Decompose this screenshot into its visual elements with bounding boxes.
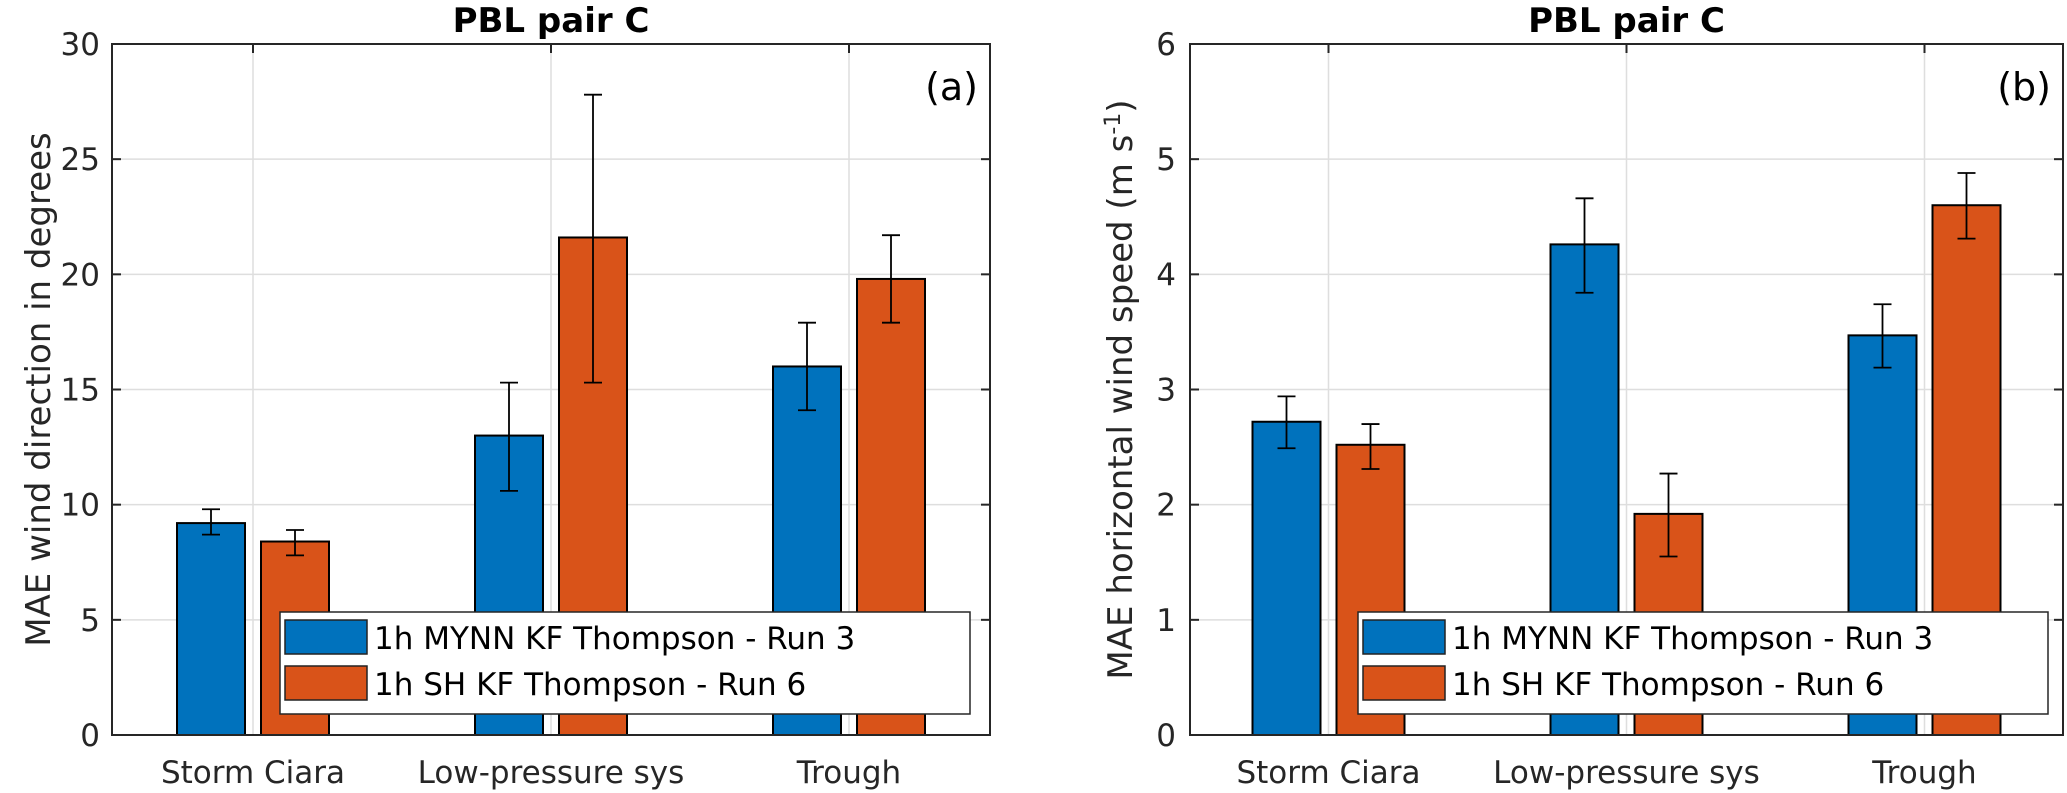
legend-label: 1h MYNN KF Thompson - Run 3 [374,621,855,657]
x-tick-label: Low-pressure sys [418,755,685,791]
x-tick-label: Storm Ciara [161,755,345,791]
y-tick-label: 20 [61,257,100,293]
y-tick-label: 15 [61,373,100,409]
legend-swatch-series2 [1362,665,1446,701]
legend-swatch-series1 [1362,619,1446,655]
x-tick-label: Low-pressure sys [1493,755,1760,791]
x-tick-label: Trough [796,755,901,791]
x-tick-label: Storm Ciara [1236,755,1420,791]
legend-swatch-series2 [284,665,368,701]
panel-b-legend: 1h MYNN KF Thompson - Run 3 1h SH KF Thom… [1357,611,2049,715]
y-tick-label: 4 [1156,257,1176,293]
panel-a-y-axis-label: MAE wind direction in degrees [19,132,59,647]
axes-box [111,43,991,736]
panel-b-y-axis-label-main: MAE horizontal wind speed (m s [1101,135,1141,680]
panel-b-x-tick-labels: Storm Ciara Low-pressure sys Trough [1236,755,1976,791]
panel-b-title: PBL pair C [1528,1,1725,41]
y-tick-label: 2 [1156,488,1176,524]
panel-b-label: (b) [1997,65,2051,109]
x-tick-label: Trough [1871,755,1976,791]
legend-label: 1h SH KF Thompson - Run 6 [1452,667,1884,703]
y-tick-label: 10 [61,488,100,524]
y-tick-label: 0 [1156,718,1176,754]
y-tick-label: 25 [61,142,100,178]
panel-b-y-axis-label-sup: -1 [1101,113,1126,135]
bar-series1 [1251,420,1322,736]
panel-b-axes [1189,43,2064,736]
panel-b-y-tick-labels: 0 1 2 3 4 5 6 [1156,27,1176,754]
panel-a-gridlines [112,44,990,735]
panel-a: 0 5 10 15 20 25 30 Storm Ciara Low-pressure sys… [19,1,991,791]
y-tick-label: 30 [61,27,100,63]
y-tick-label: 5 [80,603,100,639]
axes-box [1189,43,2064,736]
panel-a-legend: 1h MYNN KF Thompson - Run 3 1h SH KF Thom… [279,611,971,715]
bar-series1 [176,522,246,736]
y-tick-label: 1 [1156,603,1176,639]
panel-a-y-tick-labels: 0 5 10 15 20 25 30 [61,27,100,754]
panel-a-axes [111,43,991,736]
legend-label: 1h MYNN KF Thompson - Run 3 [1452,621,1933,657]
panel-b-y-axis-label: MAE horizontal wind speed (m s-1) [1101,99,1142,679]
y-tick-label: 0 [80,718,100,754]
panel-a-title: PBL pair C [453,1,650,41]
panel-b-error-bars [1277,172,1976,558]
legend-swatch-series1 [284,619,368,655]
y-tick-label: 6 [1156,27,1176,63]
panel-a-error-bars [202,93,900,557]
panel-a-x-tick-labels: Storm Ciara Low-pressure sys Trough [161,755,901,791]
legend-box [279,611,971,715]
legend-label: 1h SH KF Thompson - Run 6 [374,667,806,703]
y-tick-label: 3 [1156,373,1176,409]
y-tick-label: 5 [1156,142,1176,178]
panel-b-y-axis-label-end: ) [1101,99,1141,112]
panel-a-label: (a) [925,65,978,109]
legend-box [1357,611,2049,715]
panel-b: 0 1 2 3 4 5 6 Storm Ciara Low-pressure sys Troug… [1101,1,2064,791]
